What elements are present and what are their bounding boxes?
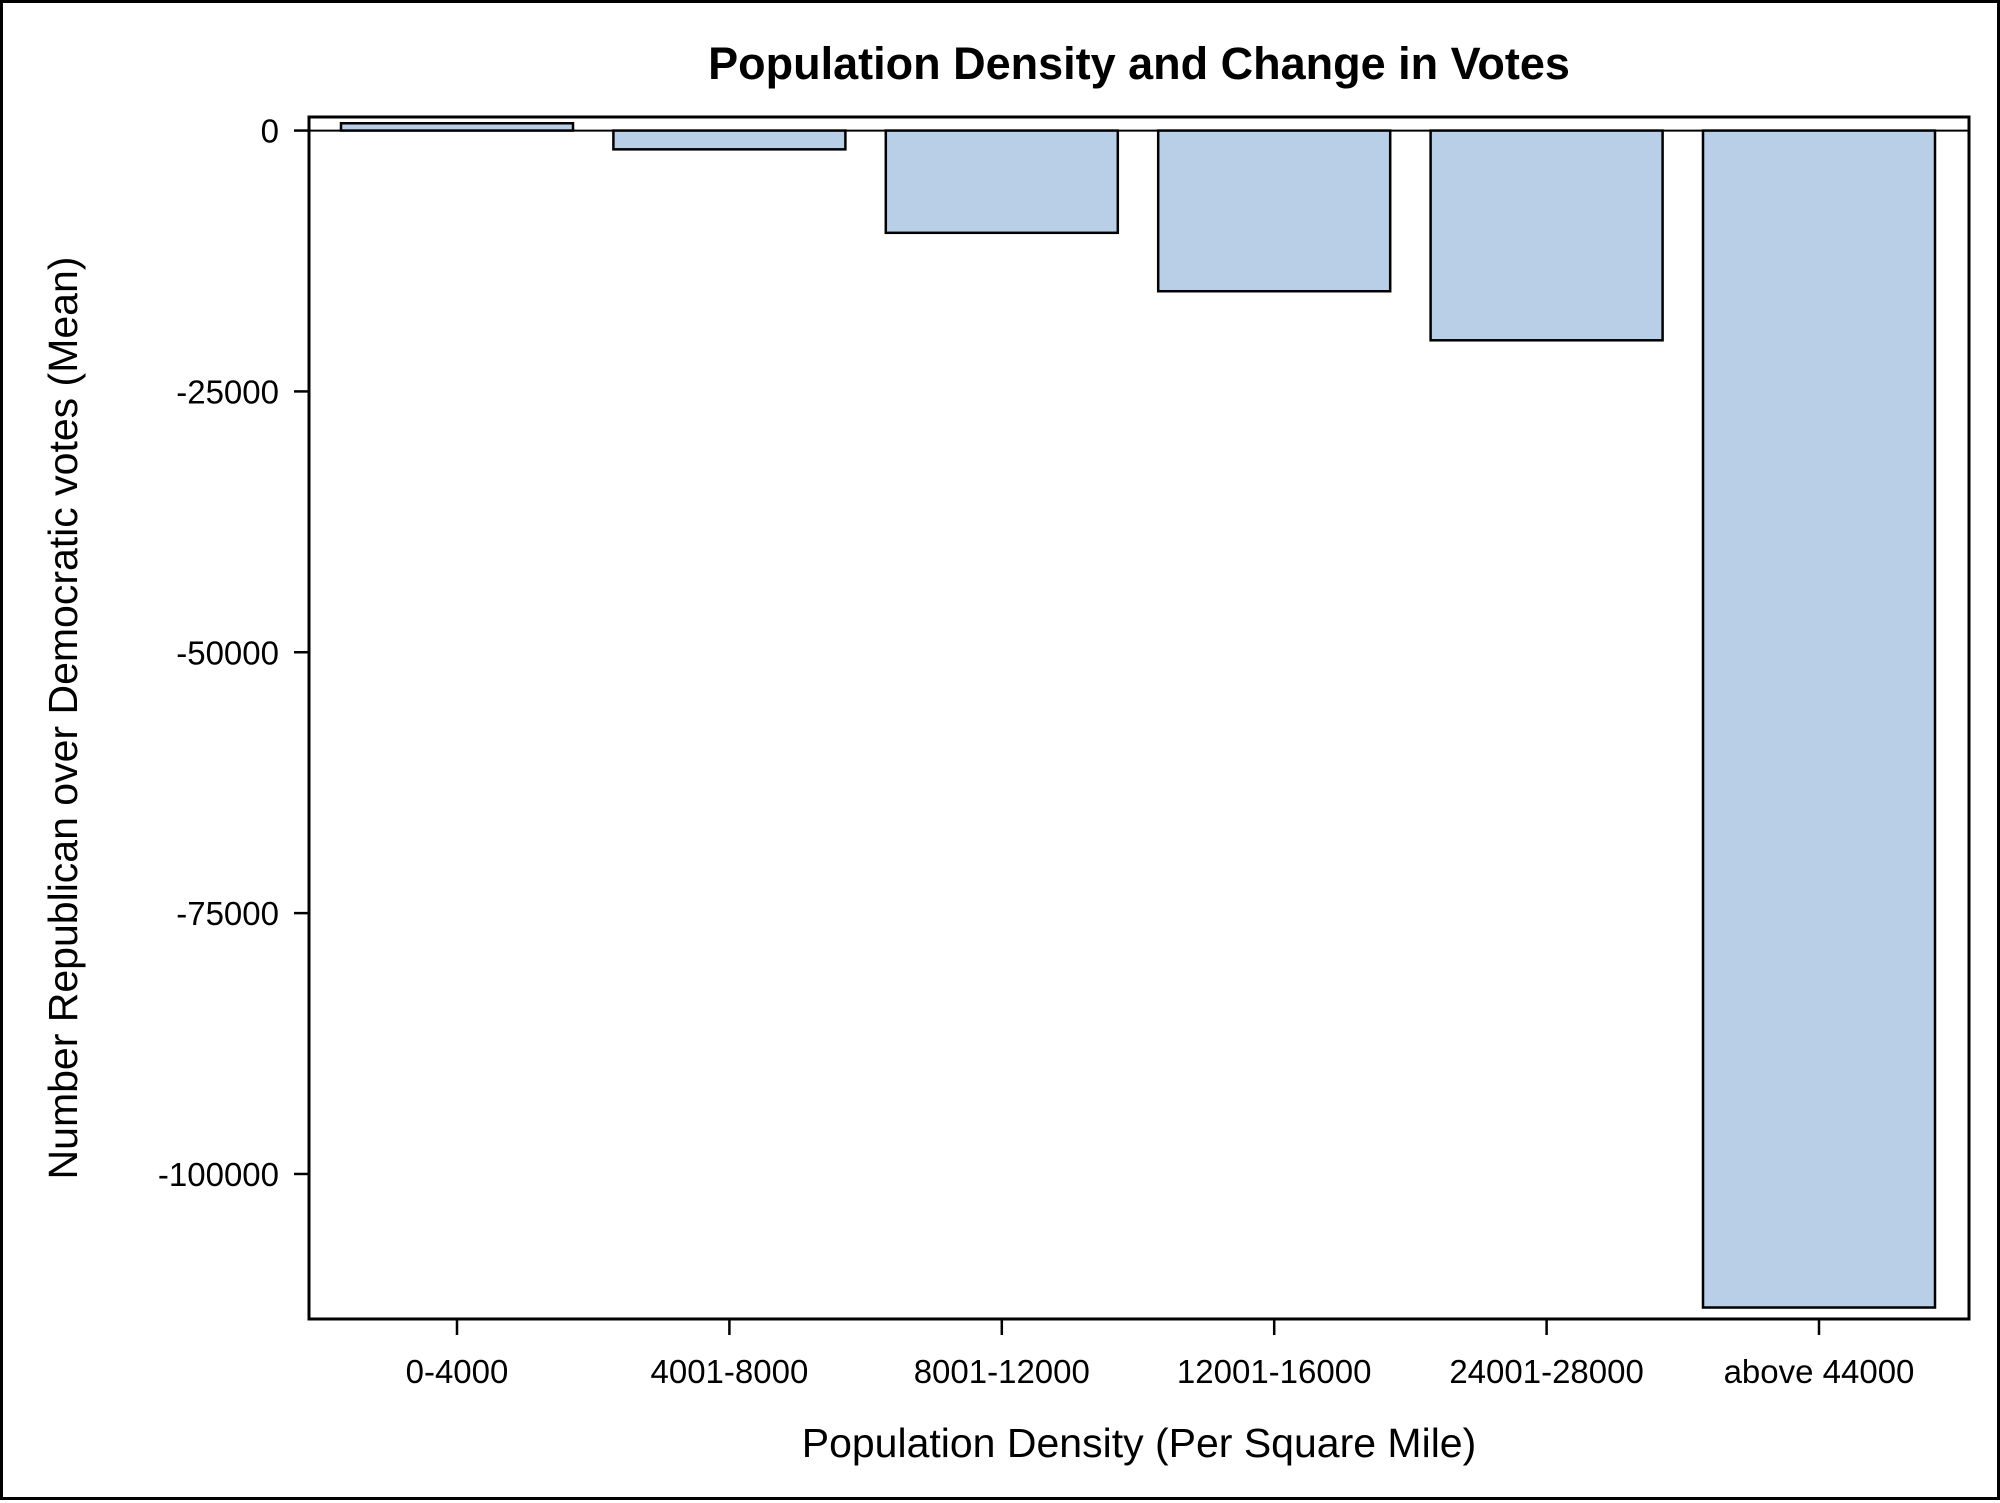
bar-24001-28000 <box>1429 129 1664 342</box>
bar-12001-16000 <box>1156 129 1392 293</box>
y-axis-ticks: 0 -25000 -50000 -75000 -100000 <box>158 113 309 1193</box>
y-tick-label: -50000 <box>176 634 279 671</box>
x-tick-label: 0-4000 <box>406 1353 509 1390</box>
bar-8001-12000 <box>884 129 1120 235</box>
y-axis-label: Number Republican over Democratic votes … <box>40 257 86 1180</box>
x-tick-label: 12001-16000 <box>1177 1353 1372 1390</box>
x-tick-label: 4001-8000 <box>650 1353 808 1390</box>
bar-chart: Population Density and Change in Votes 0… <box>40 38 1971 1466</box>
y-tick-label: -100000 <box>158 1156 279 1193</box>
bar-above-44000 <box>1701 129 1937 1309</box>
chart-title: Population Density and Change in Votes <box>708 38 1570 89</box>
x-tick-label: 8001-12000 <box>914 1353 1090 1390</box>
x-axis-ticks: 0-4000 4001-8000 8001-12000 12001-16000 2400… <box>406 1319 1915 1390</box>
bars-group <box>339 122 1937 1309</box>
bar-4001-8000 <box>612 129 847 151</box>
x-axis-label: Population Density (Per Square Mile) <box>802 1420 1477 1466</box>
x-tick-label: above 44000 <box>1724 1353 1915 1390</box>
y-tick-label: -75000 <box>176 895 279 932</box>
y-tick-label: -25000 <box>176 373 279 410</box>
bar-0-4000 <box>339 122 575 132</box>
plot-area <box>307 115 1971 1321</box>
y-tick-label: 0 <box>261 113 279 150</box>
x-tick-label: 24001-28000 <box>1449 1353 1644 1390</box>
